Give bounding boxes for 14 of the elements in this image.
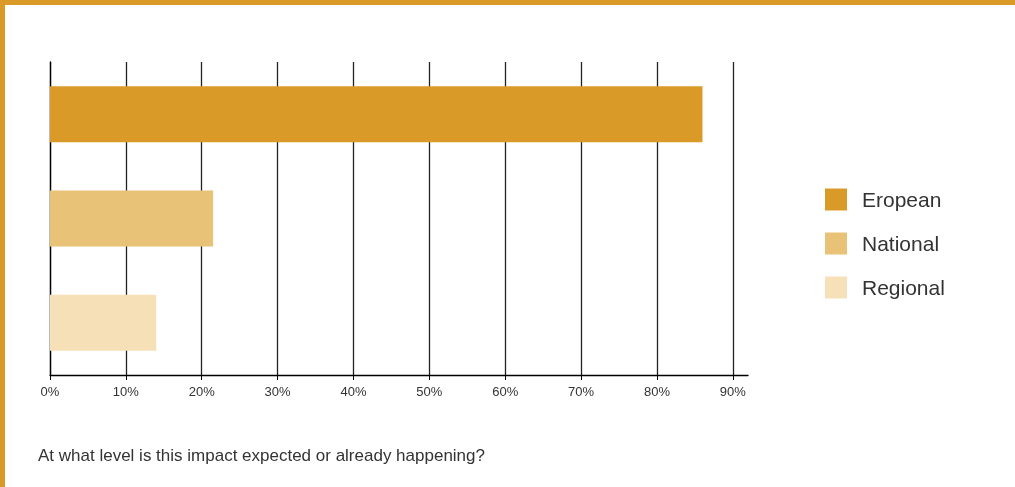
x-tick-label: 30%	[264, 384, 292, 399]
x-tick-label: 70%	[568, 384, 595, 399]
legend-label: National	[862, 232, 940, 255]
x-tick-label: 0%	[40, 384, 60, 399]
x-axis-title: At what level is this impact expected or already happening?	[38, 446, 485, 465]
x-tick-label: 40%	[340, 384, 367, 399]
x-tick-label: 60%	[492, 384, 519, 399]
legend-label: Regional	[862, 276, 945, 299]
x-tick-label: 50%	[416, 384, 443, 399]
legend-label: Eropean	[862, 188, 942, 211]
x-tick-label: 80%	[643, 384, 671, 399]
x-tick-label: 90%	[719, 384, 747, 399]
x-tick-label: 10%	[112, 384, 140, 399]
x-tick-label: 20%	[188, 384, 216, 399]
